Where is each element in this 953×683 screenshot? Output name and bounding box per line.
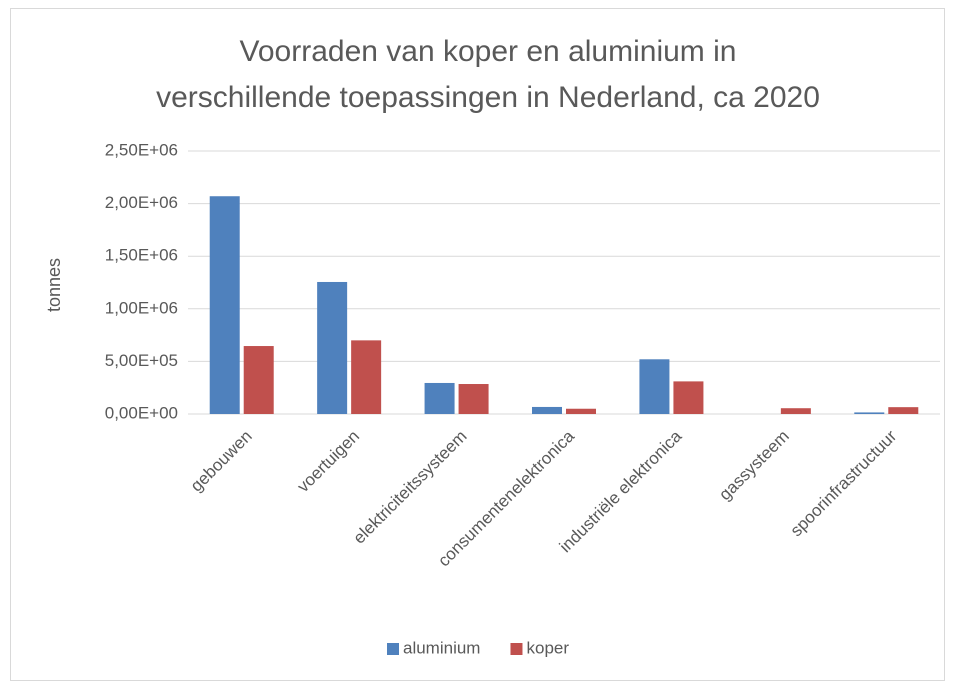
legend-label: koper	[526, 638, 569, 657]
y-tick-label: 1,00E+06	[105, 298, 178, 317]
bar	[566, 408, 596, 414]
chart-border	[10, 8, 945, 681]
bar	[243, 346, 274, 414]
bar	[209, 196, 240, 414]
bar	[351, 340, 382, 414]
y-tick-label: 2,00E+06	[105, 193, 178, 212]
bar	[854, 412, 885, 414]
legend-label: aluminium	[403, 638, 480, 657]
legend-swatch	[510, 643, 523, 655]
bar	[317, 281, 348, 414]
bar	[673, 381, 704, 414]
bar	[888, 407, 919, 414]
legend-swatch	[387, 643, 399, 655]
bar	[532, 406, 562, 414]
y-tick-label: 2,50E+06	[105, 140, 178, 159]
chart-title: Voorraden van koper en aluminium in	[240, 35, 737, 68]
chart-title: verschillende toepassingen in Nederland,…	[156, 81, 820, 114]
y-tick-label: 0,00E+00	[105, 403, 178, 422]
bar	[780, 408, 811, 414]
y-tick-label: 5,00E+05	[105, 351, 178, 370]
bar	[639, 359, 670, 414]
bar	[458, 384, 489, 414]
bar	[424, 382, 455, 414]
y-tick-label: 1,50E+06	[105, 246, 178, 265]
y-axis-label: tonnes	[44, 258, 64, 312]
